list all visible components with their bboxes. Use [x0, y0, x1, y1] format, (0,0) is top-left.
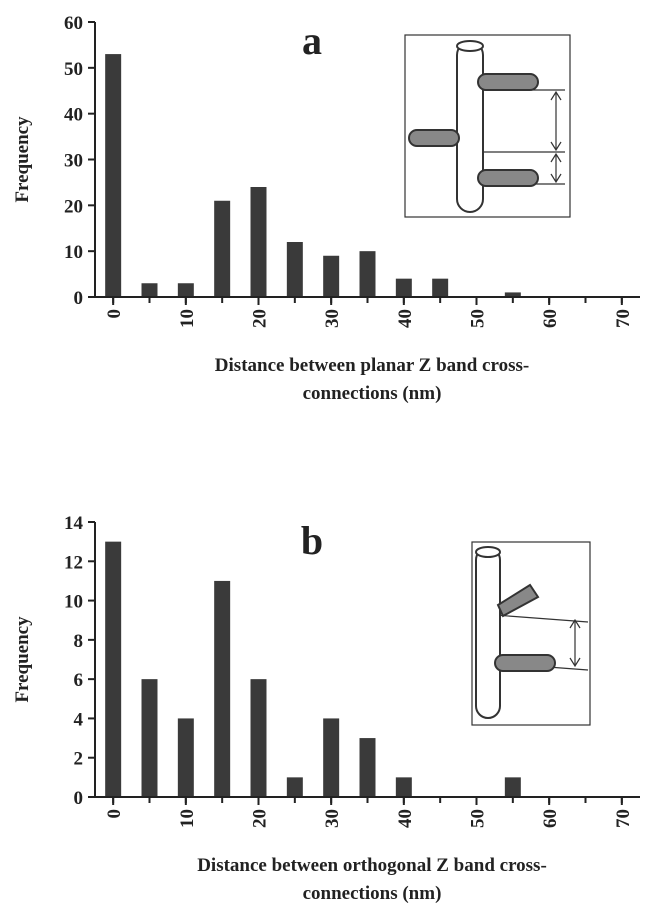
- y-tick-label: 30: [64, 151, 83, 172]
- bar: [395, 278, 412, 297]
- y-tick-label: 10: [64, 592, 83, 613]
- x-tick-label: 0: [104, 309, 125, 319]
- x-tick-label: 70: [613, 309, 634, 328]
- panel-label: b: [301, 518, 323, 563]
- y-tick-label: 4: [74, 709, 84, 730]
- x-tick-label: 20: [250, 309, 271, 328]
- x-axis-title: Distance between planar Z band cross-: [215, 355, 529, 376]
- bar: [323, 718, 340, 797]
- y-tick-label: 50: [64, 59, 83, 80]
- y-tick-label: 14: [64, 513, 84, 534]
- y-tick-label: 0: [74, 288, 84, 309]
- bar: [359, 251, 376, 297]
- x-tick-label: 10: [177, 309, 198, 328]
- bar: [432, 278, 449, 297]
- bar: [105, 54, 122, 298]
- x-axis-title: connections (nm): [303, 883, 442, 903]
- x-tick-label: 10: [177, 809, 198, 828]
- y-tick-label: 6: [74, 670, 84, 691]
- x-tick-label: 30: [322, 309, 343, 328]
- x-axis-title: Distance between orthogonal Z band cross…: [197, 855, 547, 876]
- y-axis-title: Frequency: [12, 116, 33, 203]
- y-axis-title: Frequency: [12, 616, 33, 703]
- bar: [250, 187, 267, 297]
- x-tick-label: 40: [395, 309, 416, 328]
- bar: [214, 580, 231, 797]
- x-tick-label: 20: [250, 809, 271, 828]
- y-tick-label: 2: [74, 749, 84, 770]
- bar: [359, 738, 376, 797]
- y-tick-label: 20: [64, 196, 83, 217]
- bar: [504, 777, 521, 797]
- x-axis-title: connections (nm): [303, 383, 442, 404]
- x-tick-label: 40: [395, 809, 416, 828]
- x-tick-label: 50: [468, 309, 489, 328]
- y-tick-label: 12: [64, 552, 83, 573]
- bar: [250, 679, 267, 797]
- inset-diagram-b: [471, 541, 591, 726]
- x-tick-label: 70: [613, 809, 634, 828]
- bar: [105, 541, 122, 797]
- y-tick-label: 8: [74, 631, 84, 652]
- bar: [323, 255, 340, 297]
- y-tick-label: 10: [64, 242, 83, 263]
- bar: [286, 242, 303, 297]
- x-tick-label: 0: [104, 809, 125, 819]
- y-tick-label: 60: [64, 13, 83, 34]
- x-tick-label: 30: [322, 809, 343, 828]
- bar: [395, 777, 412, 797]
- x-tick-label: 60: [540, 809, 561, 828]
- bar: [141, 679, 158, 797]
- bar: [177, 718, 194, 797]
- y-tick-label: 40: [64, 105, 83, 126]
- bar: [504, 292, 521, 297]
- panel-label: a: [302, 18, 322, 63]
- bar: [177, 283, 194, 297]
- y-tick-label: 0: [74, 788, 84, 809]
- x-tick-label: 60: [540, 309, 561, 328]
- bar: [214, 200, 231, 297]
- bar: [141, 283, 158, 297]
- inset-diagram-a: [404, 34, 571, 218]
- bar: [286, 777, 303, 797]
- x-tick-label: 50: [468, 809, 489, 828]
